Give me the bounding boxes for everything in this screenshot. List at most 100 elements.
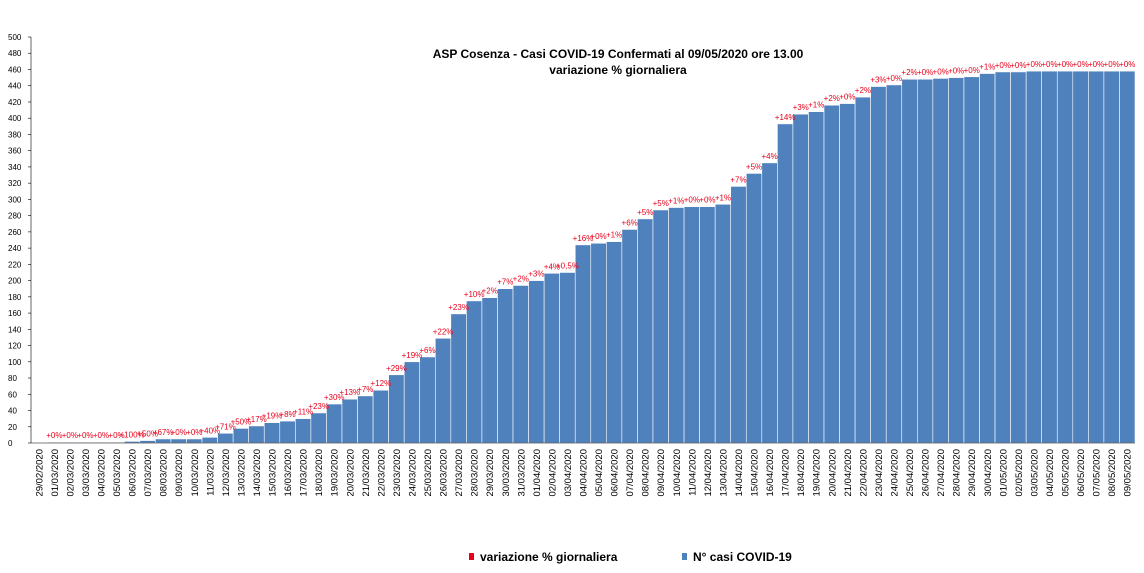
percent-change-label: +19% bbox=[402, 351, 423, 360]
bar-cases bbox=[155, 438, 172, 444]
percent-change-label: +0% bbox=[995, 61, 1011, 70]
x-tick-label: 26/04/2020 bbox=[921, 449, 932, 497]
percent-change-label: +0% bbox=[77, 431, 93, 440]
percent-change-label: +10% bbox=[464, 290, 485, 299]
bar-cases bbox=[512, 285, 529, 444]
percent-change-label: +0% bbox=[93, 431, 109, 440]
bar-cases bbox=[1103, 70, 1120, 444]
bar-cases bbox=[279, 420, 296, 444]
y-tick-label: 320 bbox=[8, 179, 22, 188]
x-tick-label: 15/04/2020 bbox=[750, 449, 761, 497]
bar-cases bbox=[699, 206, 716, 444]
x-tick-label: 25/03/2020 bbox=[423, 449, 434, 497]
bar-cases bbox=[403, 361, 421, 444]
x-tick-label: 30/04/2020 bbox=[983, 449, 994, 497]
x-tick-label: 16/03/2020 bbox=[283, 449, 294, 497]
percent-change-label: +0% bbox=[1072, 60, 1088, 69]
y-tick-label: 420 bbox=[8, 98, 22, 107]
bar-cases bbox=[870, 86, 887, 444]
percent-change-label: +5% bbox=[637, 208, 653, 217]
bar-cases bbox=[994, 71, 1011, 444]
percent-change-label: +17% bbox=[246, 415, 267, 424]
bar-cases bbox=[745, 173, 763, 444]
bar-cases bbox=[170, 438, 187, 444]
percent-change-label: +0% bbox=[699, 196, 715, 205]
percent-change-label: +16% bbox=[573, 234, 594, 243]
percent-change-label: +0% bbox=[108, 431, 124, 440]
x-tick-label: 31/03/2020 bbox=[516, 449, 527, 497]
bar-cases bbox=[186, 438, 203, 444]
x-tick-label: 05/03/2020 bbox=[112, 449, 123, 497]
x-tick-label: 14/03/2020 bbox=[252, 449, 263, 497]
bar-cases bbox=[839, 103, 856, 444]
percent-change-label: +0% bbox=[590, 232, 606, 241]
bar-cases bbox=[808, 111, 825, 444]
x-tick-label: 25/04/2020 bbox=[905, 449, 916, 497]
percent-change-label: +1% bbox=[715, 193, 731, 202]
percent-change-label: +11% bbox=[293, 408, 313, 417]
x-axis: 29/02/2020 01/03/2020 02/03/2020 03/03/2020… bbox=[31, 442, 1135, 497]
x-tick-label: 07/04/2020 bbox=[625, 449, 636, 497]
percent-change-label: +2% bbox=[824, 94, 840, 103]
bar-cases bbox=[466, 300, 483, 444]
x-tick-label: 10/03/2020 bbox=[190, 449, 201, 497]
x-tick-label: 12/03/2020 bbox=[221, 449, 232, 497]
bar-cases bbox=[248, 425, 265, 444]
y-tick-label: 200 bbox=[8, 277, 22, 286]
percent-change-label: +100% bbox=[120, 430, 145, 439]
bar-cases bbox=[668, 207, 685, 444]
bar-cases bbox=[932, 78, 949, 444]
y-axis: 0 20 40 60 80 100 120 140 160 180 200 220 240 260 280 3… bbox=[8, 33, 32, 448]
x-tick-label: 06/04/2020 bbox=[610, 449, 621, 497]
bar-cases bbox=[823, 104, 840, 444]
bar-cases bbox=[559, 272, 576, 444]
bar-cases bbox=[792, 113, 809, 444]
bar-cases bbox=[419, 356, 436, 444]
x-tick-label: 09/04/2020 bbox=[656, 449, 667, 497]
percent-change-label: +50% bbox=[231, 417, 252, 426]
x-tick-label: 03/04/2020 bbox=[563, 449, 574, 497]
x-tick-label: 03/03/2020 bbox=[81, 449, 92, 497]
x-tick-label: 10/04/2020 bbox=[672, 449, 683, 497]
bar-cases bbox=[854, 96, 871, 444]
x-tick-label: 21/04/2020 bbox=[843, 449, 854, 497]
bar-cases bbox=[979, 73, 996, 444]
bar-cases bbox=[341, 398, 358, 444]
bar-cases bbox=[590, 242, 607, 444]
x-tick-label: 22/03/2020 bbox=[376, 449, 387, 497]
y-tick-label: 40 bbox=[8, 407, 17, 416]
percent-change-label: +7% bbox=[730, 175, 746, 184]
percent-change-label: +50% bbox=[137, 430, 158, 439]
bar-cases bbox=[761, 162, 778, 444]
x-tick-label: 01/05/2020 bbox=[998, 449, 1009, 497]
x-tick-label: 19/04/2020 bbox=[812, 449, 823, 497]
legend-label-cases: N° casi COVID-19 bbox=[693, 550, 792, 564]
bar-cases bbox=[885, 84, 903, 444]
bar-cases bbox=[963, 76, 980, 444]
y-tick-label: 460 bbox=[8, 65, 22, 74]
percent-change-label: +0% bbox=[171, 428, 187, 437]
percent-change-label: +0% bbox=[1088, 60, 1104, 69]
x-tick-label: 11/03/2020 bbox=[205, 449, 216, 496]
x-tick-label: 06/03/2020 bbox=[128, 449, 139, 497]
y-tick-label: 360 bbox=[8, 147, 22, 156]
percent-change-label: +0% bbox=[886, 74, 902, 83]
x-tick-label: 04/05/2020 bbox=[1045, 449, 1056, 497]
percent-change-label: +4% bbox=[761, 152, 777, 161]
bar-cases bbox=[1119, 70, 1136, 444]
x-tick-label: 24/04/2020 bbox=[889, 449, 900, 497]
percent-change-label: +2% bbox=[855, 86, 871, 95]
x-tick-label: 08/03/2020 bbox=[159, 449, 170, 497]
bar-cases bbox=[263, 422, 281, 444]
x-tick-label: 17/03/2020 bbox=[299, 449, 310, 497]
x-tick-label: 03/05/2020 bbox=[1029, 449, 1040, 497]
x-tick-label: 09/03/2020 bbox=[174, 449, 185, 497]
percent-change-label: +14% bbox=[775, 113, 796, 122]
y-tick-label: 20 bbox=[8, 423, 17, 432]
x-tick-label: 07/05/2020 bbox=[1092, 449, 1103, 497]
x-tick-label: 09/05/2020 bbox=[1123, 449, 1134, 497]
x-tick-label: 07/03/2020 bbox=[143, 449, 154, 497]
bar-cases bbox=[1025, 70, 1043, 444]
bar-cases bbox=[201, 437, 218, 444]
